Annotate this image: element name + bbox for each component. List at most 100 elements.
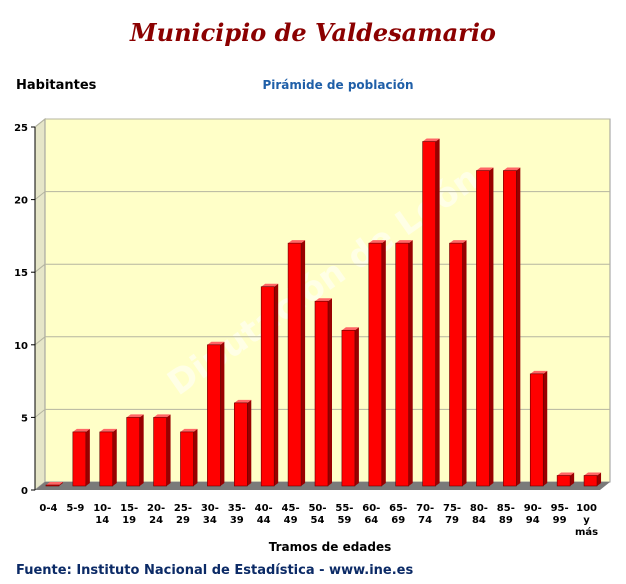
bar <box>126 414 144 487</box>
bar-side <box>274 283 279 486</box>
bar-top <box>341 327 359 331</box>
bar <box>207 341 225 487</box>
bar-front <box>341 329 356 487</box>
bar-front <box>503 170 517 487</box>
bar <box>395 240 413 487</box>
x-tick-label: 84 <box>472 515 486 526</box>
gridline-wall <box>34 191 46 200</box>
bar-front <box>368 242 383 487</box>
gridline-wall <box>34 336 46 346</box>
x-tick-label: 0-4 <box>39 503 57 514</box>
bar-side <box>328 298 332 486</box>
bar <box>449 240 467 487</box>
bar <box>180 428 198 487</box>
bar-side <box>354 327 359 486</box>
bar-front <box>72 431 87 487</box>
gridline-wall <box>34 409 46 418</box>
gridline-wall <box>34 118 46 128</box>
y-tick-label: 5 <box>21 413 28 424</box>
x-tick-label: 69 <box>391 515 405 526</box>
bar-top <box>476 167 494 171</box>
bar-top <box>261 283 279 287</box>
x-tick-label: 55- <box>335 503 353 514</box>
source-note: Fuente: Instituto Nacional de Estadístic… <box>16 563 414 578</box>
bar <box>287 240 306 487</box>
bar-front <box>45 484 60 487</box>
bar-front <box>529 373 544 487</box>
y-axis-label: Habitantes <box>16 78 97 93</box>
bar-front <box>153 417 167 487</box>
x-tick-label: 59 <box>337 515 351 526</box>
y-tick-label: 20 <box>14 196 28 207</box>
bar-top <box>234 399 252 403</box>
x-tick-label: 19 <box>122 515 136 526</box>
x-tick-label: 60- <box>362 503 380 514</box>
bar-side <box>58 482 63 486</box>
bar <box>476 167 494 487</box>
bar-top <box>368 240 386 244</box>
bar-top <box>584 472 602 476</box>
x-tick-label: 99 <box>553 515 567 526</box>
x-tick-label: 90- <box>524 503 542 514</box>
bar-front <box>449 242 463 487</box>
bar-side <box>435 138 440 486</box>
bar-top <box>530 370 548 374</box>
bar <box>341 327 359 487</box>
x-tick-label: 40- <box>255 503 273 514</box>
bar <box>422 138 440 487</box>
y-tick-label: 25 <box>14 123 28 134</box>
bar-side <box>543 370 548 486</box>
bar-side <box>301 240 306 486</box>
x-tick-label: 10- <box>93 503 111 514</box>
bar-side <box>408 240 413 486</box>
bar-top <box>180 428 198 432</box>
bar-front <box>260 286 275 487</box>
x-tick-label: 94 <box>526 515 540 526</box>
x-tick-label: 70- <box>416 503 434 514</box>
bar-top <box>153 414 171 418</box>
x-tick-label: 15- <box>120 503 138 514</box>
x-tick-label: 54 <box>311 515 325 526</box>
x-tick-label: y <box>583 515 590 526</box>
x-tick-label: 64 <box>364 515 378 526</box>
chart-title: Municipio de Valdesamario <box>130 18 496 47</box>
bar-front <box>180 431 194 487</box>
bar-front <box>556 475 571 487</box>
bar-front <box>476 170 490 487</box>
y-tick-label: 0 <box>21 486 28 497</box>
bar-top <box>99 428 117 432</box>
x-tick-label: 49 <box>284 515 298 526</box>
bar-front <box>583 475 598 487</box>
bar <box>153 414 171 487</box>
bar-front <box>233 402 248 487</box>
bar-side <box>247 399 252 486</box>
x-tick-label: 30- <box>201 503 219 514</box>
x-tick-label: más <box>575 526 598 538</box>
x-tick-label: 75- <box>443 503 461 514</box>
bar <box>233 399 252 487</box>
bar <box>45 482 63 487</box>
x-tick-label: 24 <box>149 515 163 526</box>
bar-top <box>449 240 467 244</box>
x-tick-label: 65- <box>389 503 407 514</box>
x-tick-label: 5-9 <box>66 503 84 514</box>
bar-side <box>462 240 467 486</box>
bar-top <box>557 472 575 476</box>
x-tick-label: 35- <box>228 503 246 514</box>
x-tick-label: 85- <box>497 503 515 514</box>
bar-front <box>314 300 329 487</box>
x-tick-label: 45- <box>282 503 300 514</box>
bar-side <box>570 472 575 486</box>
x-tick-label: 100 <box>576 503 597 514</box>
bar-top <box>503 167 521 171</box>
bar-top <box>45 482 63 485</box>
x-tick-label: 20- <box>147 503 165 514</box>
x-tick-label: 34 <box>203 515 217 526</box>
y-tick-label: 15 <box>14 268 28 279</box>
bar-side <box>166 414 171 486</box>
x-tick-label: 80- <box>470 503 488 514</box>
bar <box>583 472 602 487</box>
bar-side <box>516 167 521 486</box>
bar-front <box>126 417 140 487</box>
